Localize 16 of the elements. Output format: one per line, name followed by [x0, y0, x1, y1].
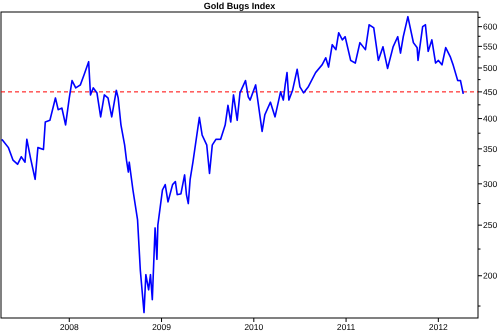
y-tick-label: 450: [483, 86, 498, 97]
y-tick-label: 250: [483, 220, 498, 230]
y-tick-label: 300: [483, 178, 498, 189]
x-tick-label: 2009: [152, 322, 172, 332]
y-tick-label: 550: [483, 41, 498, 52]
y-tick-label: 600: [483, 22, 498, 32]
y-tick-label: 200: [483, 270, 498, 281]
x-tick-label: 2010: [244, 322, 264, 332]
y-tick-label: 400: [483, 114, 498, 124]
x-tick-label: 2012: [428, 322, 448, 332]
line-series: [1, 16, 464, 314]
x-tick-label: 2008: [60, 322, 79, 332]
y-tick-label: 500: [483, 62, 498, 73]
y-tick-label: 350: [483, 144, 498, 154]
chart-title: Gold Bugs Index: [204, 1, 276, 11]
x-tick-label: 2011: [336, 322, 356, 332]
